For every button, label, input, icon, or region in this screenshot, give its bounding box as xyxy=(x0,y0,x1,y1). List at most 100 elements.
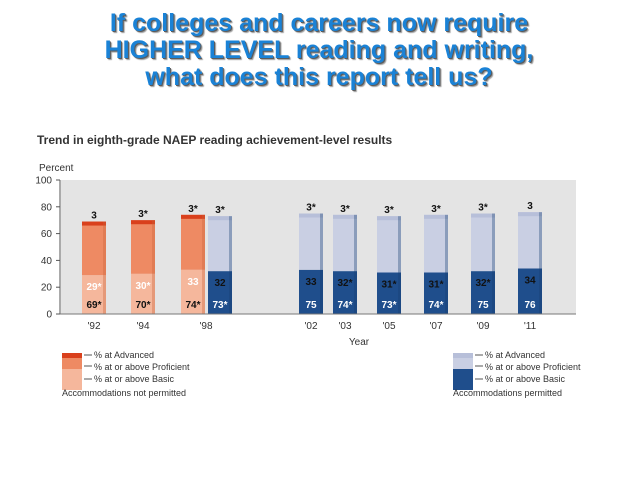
bar-proficient-segment xyxy=(82,221,106,276)
data-label-proficient: 32* xyxy=(337,278,352,289)
bar-proficient-segment xyxy=(299,213,323,270)
data-label-advanced: 3* xyxy=(478,203,488,214)
legend-swatch-basic xyxy=(62,369,82,390)
y-tick-label: 0 xyxy=(46,310,52,321)
data-label-basic: 76 xyxy=(524,300,536,311)
bar-edge-shade xyxy=(445,214,448,314)
bar-edge-shade xyxy=(103,221,106,314)
x-tick-label: '98 xyxy=(199,321,212,332)
legend-label-advanced: % at Advanced xyxy=(485,350,545,360)
legend-swatch-proficient xyxy=(62,358,82,369)
bar-basic-segment xyxy=(299,269,323,314)
bar-advanced-segment xyxy=(333,214,357,219)
data-label-advanced: 3* xyxy=(384,205,394,216)
x-tick-label: '05 xyxy=(382,321,395,332)
legend-label-advanced: % at Advanced xyxy=(94,350,154,360)
bar-edge-shade xyxy=(229,216,232,314)
bar-basic-segment xyxy=(131,273,155,314)
legend-label-proficient: % at or above Proficient xyxy=(485,362,581,372)
bar-edge-shade xyxy=(202,214,205,314)
bar-edge-shade xyxy=(492,213,495,314)
bar-advanced-segment xyxy=(181,214,205,219)
data-label-advanced: 3 xyxy=(527,201,533,212)
legend-swatch-advanced xyxy=(62,353,82,358)
legend-label-basic: % at or above Basic xyxy=(94,374,175,384)
data-label-advanced: 3* xyxy=(138,209,148,220)
data-label-proficient: 34 xyxy=(524,275,536,286)
data-label-basic: 74* xyxy=(428,300,443,311)
x-tick-label: '02 xyxy=(304,321,317,332)
x-tick-label: '03 xyxy=(338,321,351,332)
bar-proficient-segment xyxy=(131,220,155,274)
bar-proficient-segment xyxy=(518,212,542,269)
y-tick-label: 80 xyxy=(41,202,53,213)
bar-proficient-segment xyxy=(424,214,448,273)
data-label-proficient: 33 xyxy=(305,277,317,288)
x-tick-label: '92 xyxy=(87,321,100,332)
x-tick-label: '11 xyxy=(524,321,537,332)
legend-note: Accommodations permitted xyxy=(453,388,562,398)
data-label-proficient: 29* xyxy=(86,282,101,293)
bar-basic-segment xyxy=(424,272,448,314)
bar-proficient-segment xyxy=(471,213,495,272)
y-tick-label: 60 xyxy=(41,229,53,240)
data-label-basic: 74* xyxy=(337,300,352,311)
legend-swatch-advanced xyxy=(453,353,473,358)
bar-advanced-segment xyxy=(424,214,448,219)
bar-proficient-segment xyxy=(333,214,357,272)
data-label-basic: 75 xyxy=(305,300,317,311)
x-tick-label: '07 xyxy=(429,321,442,332)
bar-proficient-segment xyxy=(181,214,205,270)
data-label-proficient: 33 xyxy=(187,277,199,288)
data-label-proficient: 30* xyxy=(135,281,150,292)
data-label-advanced: 3* xyxy=(340,204,350,215)
bar-basic-segment xyxy=(377,272,401,314)
bar-proficient-segment xyxy=(377,216,401,273)
legend-swatch-proficient xyxy=(453,358,473,369)
y-tick-label: 100 xyxy=(35,176,52,187)
y-tick-label: 20 xyxy=(41,283,53,294)
legend-label-proficient: % at or above Proficient xyxy=(94,362,190,372)
x-tick-label: '94 xyxy=(136,321,149,332)
bar-advanced-segment xyxy=(518,212,542,217)
data-label-advanced: 3* xyxy=(188,204,198,215)
bar-basic-segment xyxy=(471,271,495,314)
y-tick-label: 40 xyxy=(41,256,53,267)
x-tick-label: '09 xyxy=(476,321,489,332)
data-label-basic: 73* xyxy=(212,300,227,311)
bar-advanced-segment xyxy=(377,216,401,221)
bar-basic-segment xyxy=(208,271,232,314)
data-label-advanced: 3 xyxy=(91,211,97,222)
bar-advanced-segment xyxy=(471,213,495,218)
legend-label-basic: % at or above Basic xyxy=(485,374,566,384)
data-label-basic: 74* xyxy=(185,300,200,311)
bar-basic-segment xyxy=(333,271,357,314)
data-label-proficient: 31* xyxy=(381,279,396,290)
data-label-basic: 69* xyxy=(86,300,101,311)
bar-advanced-segment xyxy=(82,221,106,226)
bar-edge-shade xyxy=(320,213,323,314)
bar-basic-segment xyxy=(181,269,205,314)
bar-edge-shade xyxy=(539,212,542,314)
data-label-proficient: 32* xyxy=(475,278,490,289)
data-label-basic: 70* xyxy=(135,300,150,311)
headline: If colleges and careers now require HIGH… xyxy=(0,10,638,91)
data-label-basic: 73* xyxy=(381,300,396,311)
headline-line-1: If colleges and careers now require xyxy=(109,9,529,37)
data-label-basic: 75 xyxy=(477,300,489,311)
x-axis-label: Year xyxy=(349,337,370,348)
data-label-proficient: 32 xyxy=(214,278,226,289)
headline-line-2: HIGHER LEVEL reading and writing, xyxy=(104,36,534,64)
y-axis-label: Percent xyxy=(39,163,74,174)
bar-basic-segment xyxy=(82,275,106,314)
data-label-advanced: 3* xyxy=(215,205,225,216)
legend-note: Accommodations not permitted xyxy=(62,388,186,398)
data-label-advanced: 3* xyxy=(431,204,441,215)
headline-line-3: what does this report tell us? xyxy=(145,63,493,91)
bar-proficient-segment xyxy=(208,216,232,272)
bar-advanced-segment xyxy=(131,220,155,225)
legend-swatch-basic xyxy=(453,369,473,390)
bar-advanced-segment xyxy=(208,216,232,221)
bar-edge-shade xyxy=(152,220,155,314)
